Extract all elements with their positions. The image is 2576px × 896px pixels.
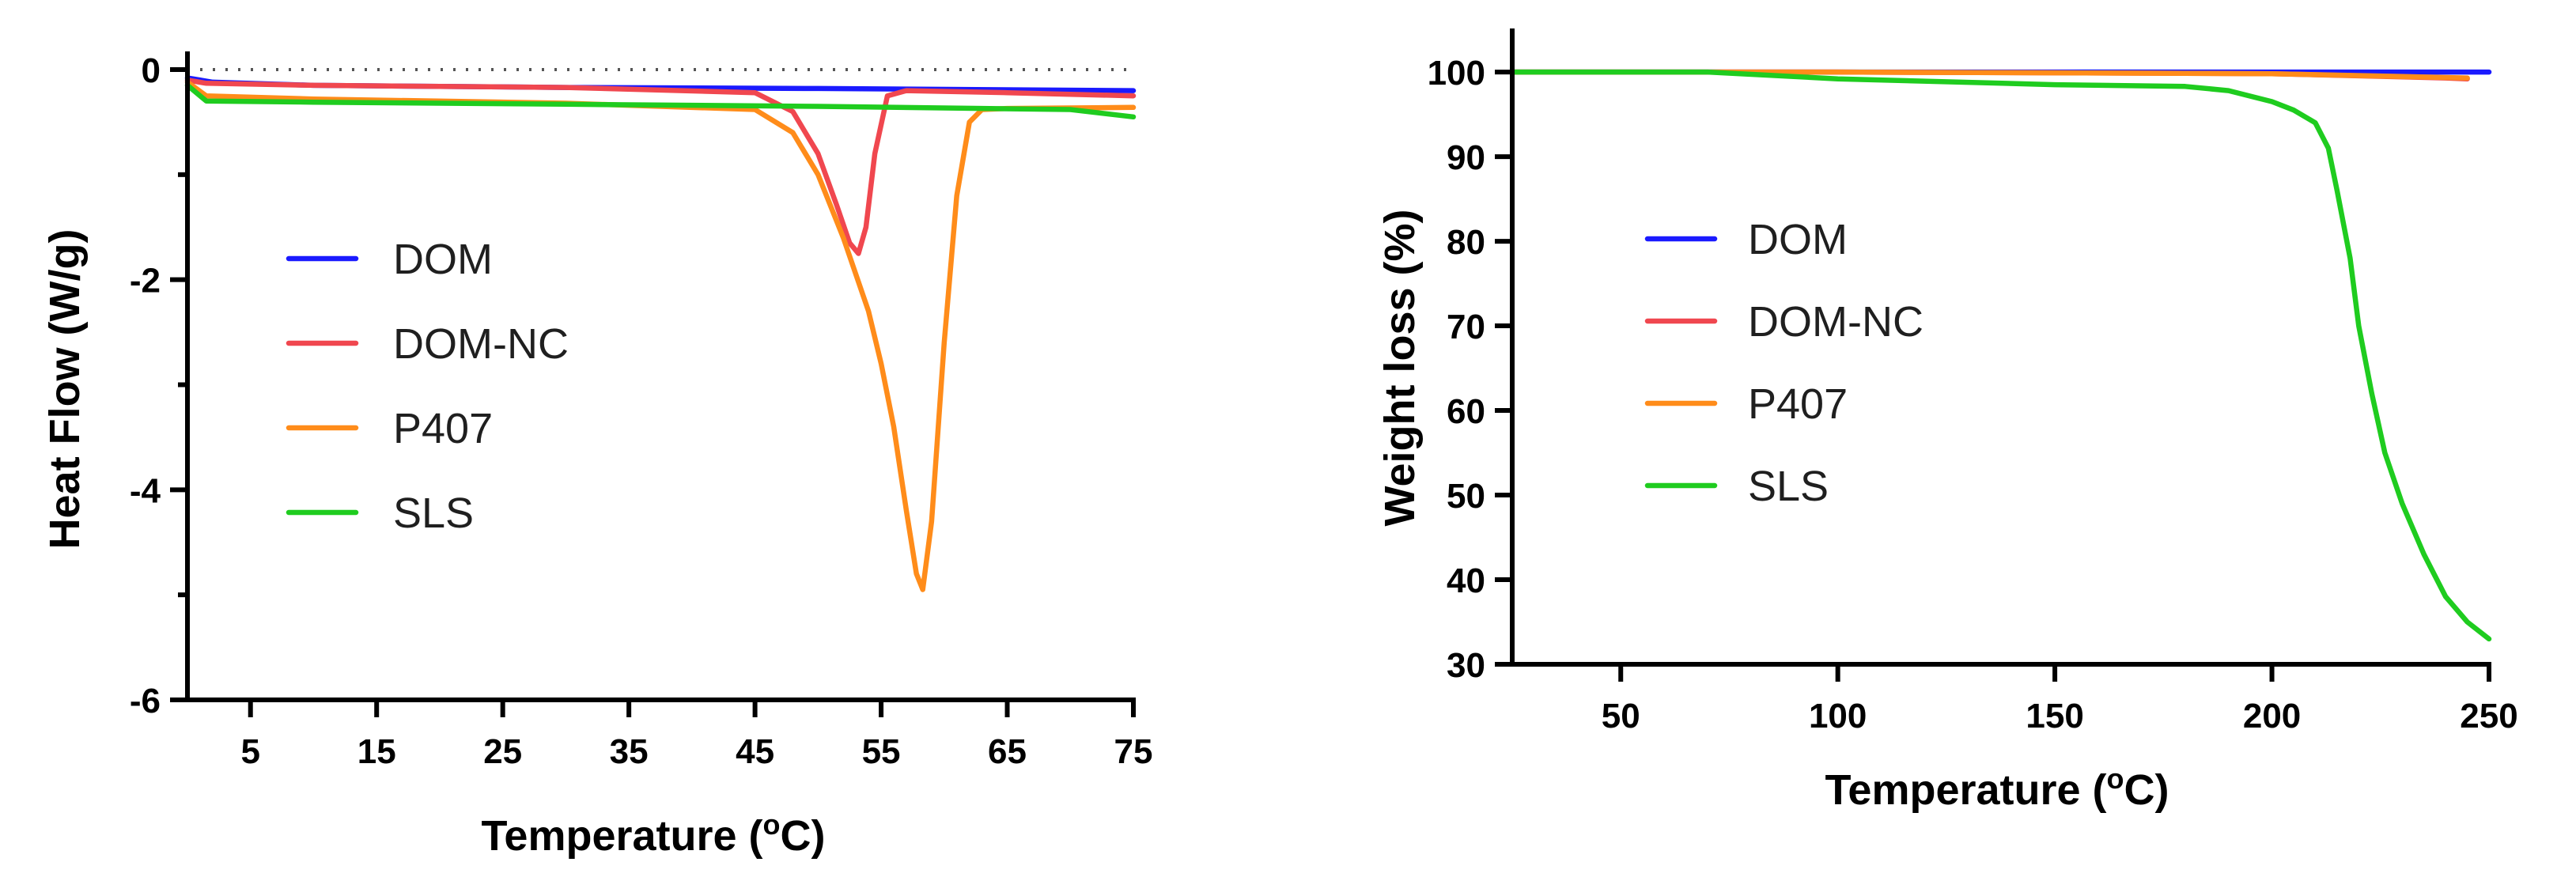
dsc-chart: Heat Flow (W/g) Temperature (oC) 5 15 25 35…	[41, 51, 1152, 860]
tga-y-tick-label: 100	[1428, 54, 1485, 93]
dsc-x-tick-label: 25	[483, 732, 522, 771]
dsc-y-tick-label: 0	[142, 51, 161, 90]
dsc-x-axis-unit-degree: o	[763, 808, 781, 841]
dsc-series-sls-line	[184, 82, 1137, 120]
tga-legend-p407-label: P407	[1748, 380, 1848, 428]
tga-y-tick-label: 60	[1447, 392, 1485, 431]
dsc-y-tick-label: -2	[130, 262, 161, 301]
dsc-legend-dom-label: DOM	[393, 236, 493, 283]
dsc-legend-p407-label: P407	[393, 405, 493, 452]
tga-x-tick-label: 50	[1602, 697, 1640, 735]
tga-series-sls-line	[1509, 69, 2492, 642]
tga-y-tick-label: 80	[1447, 223, 1485, 262]
dsc-series-dom-nc-line	[184, 78, 1137, 256]
tga-y-tick-label: 40	[1447, 561, 1485, 600]
dsc-x-tick-label: 5	[240, 732, 259, 771]
tga-x-axis-title: Temperature (oC)	[1825, 762, 2169, 815]
dsc-legend-dom-nc-label: DOM-NC	[393, 320, 569, 368]
tga-legend-dom-nc-label: DOM-NC	[1748, 298, 1923, 346]
dsc-x-axis-title: Temperature (oC)	[481, 808, 825, 860]
tga-y-tick-label: 90	[1447, 138, 1485, 177]
dsc-x-tick-label: 45	[736, 732, 774, 771]
dsc-x-tick-label: 65	[988, 732, 1027, 771]
tga-x-tick-label: 150	[2026, 697, 2083, 735]
dsc-x-tick-label: 15	[357, 732, 396, 771]
dsc-y-axis-title: Heat Flow (W/g)	[41, 229, 89, 550]
tga-y-tick-label: 30	[1447, 646, 1485, 685]
dsc-x-tick-label: 75	[1114, 732, 1153, 771]
tga-x-tick-label: 250	[2460, 697, 2517, 735]
tga-x-axis-unit-degree: o	[2107, 762, 2124, 795]
dsc-legend-sls-label: SLS	[393, 490, 474, 537]
tga-x-tick-label: 100	[1809, 697, 1867, 735]
tga-chart: Weight loss (%) Temperature (oC) 50 100 15…	[1376, 28, 2518, 815]
tga-legend-sls-label: SLS	[1748, 463, 1829, 510]
tga-y-axis-title: Weight loss (%)	[1376, 209, 1424, 526]
tga-y-tick-label: 50	[1447, 477, 1485, 516]
tga-y-tick-label: 70	[1447, 308, 1485, 346]
dsc-y-tick-label: -4	[130, 471, 161, 510]
tga-legend-dom-label: DOM	[1748, 216, 1848, 263]
tga-x-tick-label: 200	[2243, 697, 2301, 735]
dsc-y-tick-label: -6	[130, 682, 161, 720]
dsc-x-tick-label: 55	[862, 732, 901, 771]
dsc-x-tick-label: 35	[610, 732, 649, 771]
